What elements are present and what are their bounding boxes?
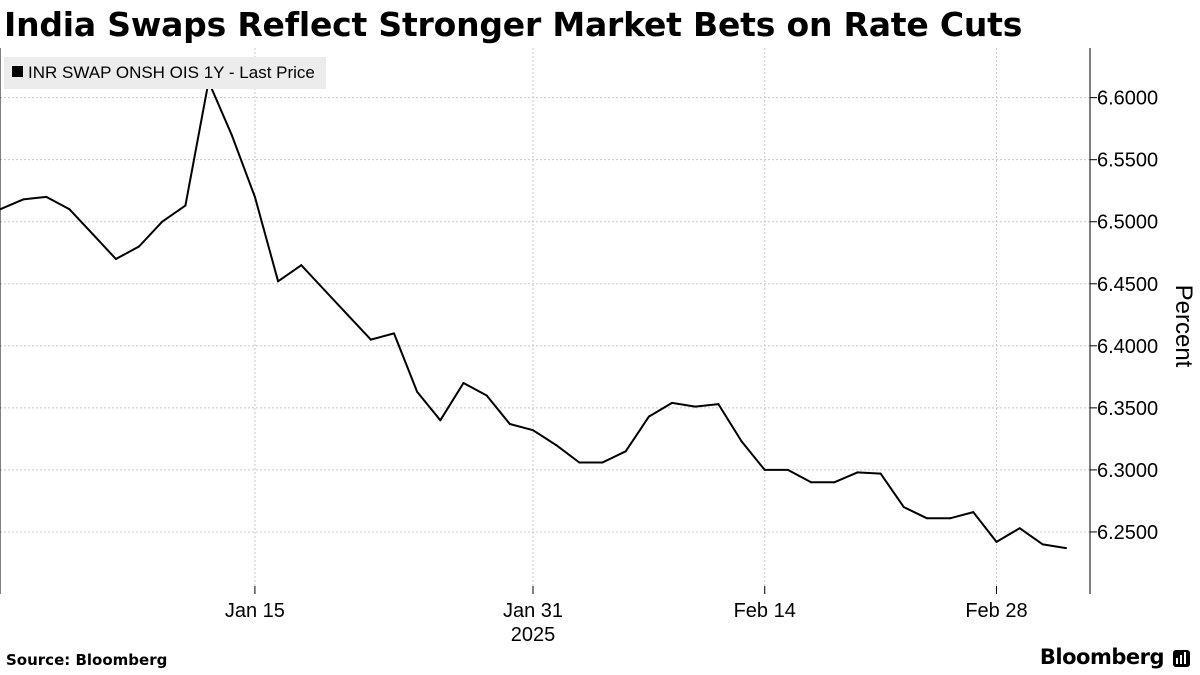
data-point (138, 245, 141, 248)
data-point (601, 461, 604, 464)
data-point (277, 280, 280, 283)
data-point (532, 429, 534, 432)
data-point (925, 517, 928, 520)
legend-swatch (12, 66, 23, 77)
y-tick-label: 6.5000 (1097, 212, 1158, 234)
data-point (114, 257, 117, 260)
data-point (161, 220, 164, 223)
data-point (879, 472, 882, 475)
x-tick-label: Jan 15 (225, 600, 285, 622)
data-point (91, 233, 94, 236)
data-point (416, 390, 419, 393)
y-tick-label: 6.4000 (1097, 336, 1158, 358)
data-point (392, 332, 395, 335)
legend-label: INR SWAP ONSH OIS 1Y - Last Price (28, 63, 315, 82)
data-point (230, 133, 233, 136)
x-tick-label: Feb 28 (965, 600, 1027, 622)
data-point (624, 450, 627, 453)
data-point (555, 444, 558, 447)
y-tick-label: 6.5500 (1097, 150, 1158, 172)
data-point (671, 401, 674, 404)
data-point (810, 481, 813, 484)
data-point (508, 422, 511, 425)
y-axis-title: Percent (1170, 285, 1197, 368)
x-tick-label: Feb 14 (734, 600, 796, 622)
data-point (972, 511, 975, 514)
data-point (22, 198, 25, 201)
data-point (346, 313, 349, 316)
data-point (833, 481, 836, 484)
data-point (1065, 547, 1067, 550)
brand-logo: Bloomberg (1039, 645, 1165, 669)
chart-title: India Swaps Reflect Stronger Market Bets… (4, 5, 1023, 44)
y-tick-label: 6.6000 (1097, 88, 1158, 110)
data-point (902, 506, 905, 509)
data-point (323, 288, 326, 291)
y-tick-label: 6.3000 (1097, 460, 1158, 482)
data-point (694, 405, 697, 408)
y-tick-label: 6.4500 (1097, 274, 1158, 296)
data-point (45, 195, 48, 198)
x-year-label: 2025 (511, 624, 556, 646)
data-point (300, 264, 303, 267)
y-tick-label: 6.2500 (1097, 522, 1158, 544)
data-point (1041, 543, 1044, 546)
data-point (647, 415, 650, 418)
data-point (369, 338, 372, 341)
y-tick-label: 6.3500 (1097, 398, 1158, 420)
data-point (0, 208, 1, 211)
source-note: Source: Bloomberg (6, 651, 168, 669)
data-point (856, 471, 859, 474)
data-point (1018, 527, 1021, 530)
data-point (439, 419, 442, 422)
x-tick-label: Jan 31 (503, 600, 563, 622)
data-point (786, 468, 789, 471)
series-line (0, 80, 1067, 550)
bloomberg-bars-icon (1173, 650, 1190, 667)
data-point (485, 394, 488, 397)
data-point (763, 468, 766, 471)
data-point (462, 382, 465, 385)
data-point (740, 440, 743, 443)
data-point (184, 204, 187, 207)
data-point (68, 208, 71, 211)
data-point (253, 195, 256, 198)
data-point (717, 403, 720, 406)
data-point (578, 461, 581, 464)
data-point (949, 517, 952, 520)
data-point (995, 540, 998, 543)
legend-box (4, 57, 326, 89)
